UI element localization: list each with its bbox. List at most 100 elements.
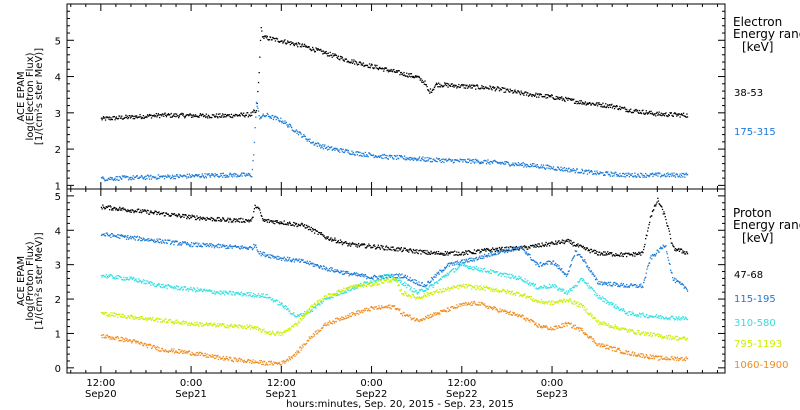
data-point xyxy=(132,178,134,180)
data-point xyxy=(425,160,427,162)
data-point xyxy=(517,246,519,248)
data-point xyxy=(134,210,136,212)
data-point xyxy=(338,58,340,60)
data-point xyxy=(536,166,538,168)
data-point xyxy=(196,290,198,292)
data-point xyxy=(396,71,398,73)
data-point xyxy=(559,288,561,290)
data-point xyxy=(343,241,346,244)
data-point xyxy=(581,256,583,258)
data-point xyxy=(513,250,515,252)
data-point xyxy=(301,223,304,225)
data-point xyxy=(377,283,379,285)
data-point xyxy=(226,115,228,117)
data-point xyxy=(619,284,622,286)
data-point xyxy=(462,261,464,264)
data-point xyxy=(223,114,225,116)
data-point xyxy=(628,286,630,288)
data-point xyxy=(258,296,260,298)
data-point xyxy=(190,116,193,118)
data-point xyxy=(220,218,222,221)
data-point xyxy=(444,276,446,278)
data-point xyxy=(273,220,275,222)
data-point xyxy=(332,53,334,55)
data-point xyxy=(202,325,204,327)
data-point xyxy=(389,154,391,156)
data-point xyxy=(203,217,205,219)
data-point xyxy=(162,283,164,286)
data-point xyxy=(548,287,550,289)
data-point xyxy=(291,224,293,226)
data-point xyxy=(368,152,371,154)
data-point xyxy=(273,37,275,40)
data-point xyxy=(226,247,228,249)
data-point xyxy=(442,288,444,290)
data-point xyxy=(369,245,371,247)
data-point xyxy=(274,40,277,42)
data-point xyxy=(495,254,497,256)
data-point xyxy=(105,179,107,181)
data-point xyxy=(631,311,633,313)
data-point xyxy=(601,104,603,106)
data-point xyxy=(603,251,605,253)
data-point xyxy=(511,90,513,92)
data-point xyxy=(633,175,635,177)
data-point xyxy=(620,282,622,284)
data-point xyxy=(462,262,464,265)
data-point xyxy=(607,301,610,304)
data-point xyxy=(490,161,492,163)
data-point xyxy=(242,218,244,220)
data-point xyxy=(104,180,106,182)
data-point xyxy=(236,115,239,117)
data-point xyxy=(303,261,306,263)
data-point xyxy=(682,112,685,114)
data-point xyxy=(390,280,392,283)
data-point xyxy=(624,252,626,254)
data-point xyxy=(396,154,398,157)
data-point xyxy=(279,120,281,122)
data-point xyxy=(171,321,174,323)
data-point xyxy=(251,114,253,117)
data-point xyxy=(119,206,121,208)
data-point xyxy=(351,62,354,64)
data-point xyxy=(624,173,626,175)
data-point xyxy=(378,246,380,248)
data-point xyxy=(521,248,524,250)
data-point xyxy=(243,115,245,117)
data-point xyxy=(399,279,401,281)
data-point xyxy=(506,88,508,91)
data-point xyxy=(529,244,532,247)
data-point xyxy=(444,159,446,161)
data-point xyxy=(615,105,618,107)
data-point xyxy=(455,261,457,263)
data-point xyxy=(518,247,520,249)
data-point xyxy=(157,211,159,214)
data-point xyxy=(121,209,123,211)
data-point xyxy=(261,252,263,255)
data-point xyxy=(473,162,476,164)
data-point xyxy=(297,223,300,225)
data-point xyxy=(584,101,587,103)
data-point xyxy=(401,250,403,253)
data-point xyxy=(356,284,358,287)
data-point xyxy=(374,155,377,157)
data-point xyxy=(657,251,660,253)
data-point xyxy=(410,280,412,282)
data-point xyxy=(154,210,156,212)
data-point xyxy=(108,205,110,207)
data-point xyxy=(596,294,599,297)
data-point xyxy=(148,281,150,283)
data-point xyxy=(512,246,514,248)
data-point xyxy=(653,205,656,207)
data-point xyxy=(630,174,632,176)
data-point xyxy=(424,80,426,82)
data-point xyxy=(102,204,104,206)
data-point xyxy=(211,114,214,116)
data-point xyxy=(438,86,440,88)
data-point xyxy=(317,142,319,144)
data-point xyxy=(425,287,427,289)
data-point xyxy=(672,315,674,317)
data-point xyxy=(448,252,450,254)
data-point xyxy=(203,176,205,178)
data-point xyxy=(315,230,317,232)
